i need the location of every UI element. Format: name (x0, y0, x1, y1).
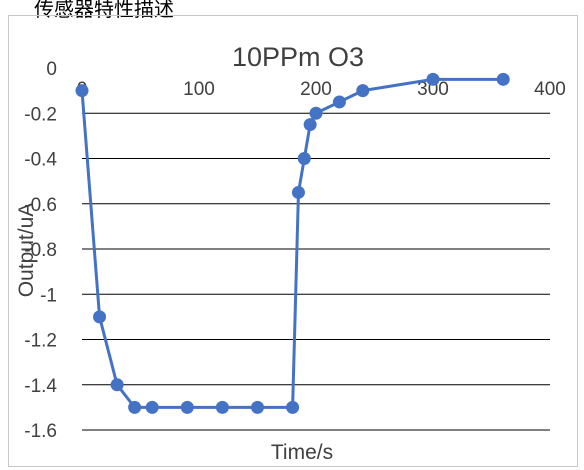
x-tick-labels: 0100200300400 (77, 79, 566, 100)
data-point (145, 400, 159, 414)
chart-frame (8, 15, 578, 467)
data-point (75, 84, 89, 98)
gridlines (82, 112, 550, 431)
y-tick-label: -0.6 (24, 195, 57, 216)
data-point (309, 106, 323, 120)
y-tick-label: -1.4 (24, 376, 57, 397)
data-point (215, 400, 229, 414)
x-tick-label: 100 (183, 79, 215, 100)
data-point (426, 72, 440, 86)
x-tick-label: 400 (534, 79, 566, 100)
y-tick-label: -0.4 (24, 150, 57, 171)
data-point (332, 95, 346, 109)
y-tick-label: -0.2 (24, 104, 57, 125)
y-tick-label: -1 (40, 285, 57, 306)
data-point (93, 310, 107, 324)
series-line (80, 77, 504, 409)
x-tick-label: 300 (417, 79, 449, 100)
y-tick-label: -0.8 (24, 240, 57, 261)
y-tick-labels: 0 -0.2 -0.4 -0.6 -0.8 -1 -1.2 -1.4 -1.6 (24, 59, 57, 442)
y-tick-label: -1.6 (24, 421, 57, 442)
data-point (110, 378, 124, 392)
data-point (297, 152, 311, 165)
data-point (128, 400, 142, 414)
y-axis-title: Output/uA (15, 203, 38, 298)
data-point (286, 400, 300, 414)
chart-title: 10PPm O3 (232, 42, 364, 72)
series-layer (75, 72, 510, 414)
data-point (251, 400, 264, 414)
y-tick-label: -1.2 (24, 331, 57, 352)
data-point (303, 118, 317, 132)
x-axis-title: Time/s (271, 441, 333, 464)
data-point (356, 84, 370, 98)
y-tick-label: 0 (46, 59, 57, 80)
data-point (496, 72, 510, 86)
data-point (180, 400, 194, 414)
x-tick-label: 200 (300, 79, 332, 100)
data-point (291, 185, 305, 199)
